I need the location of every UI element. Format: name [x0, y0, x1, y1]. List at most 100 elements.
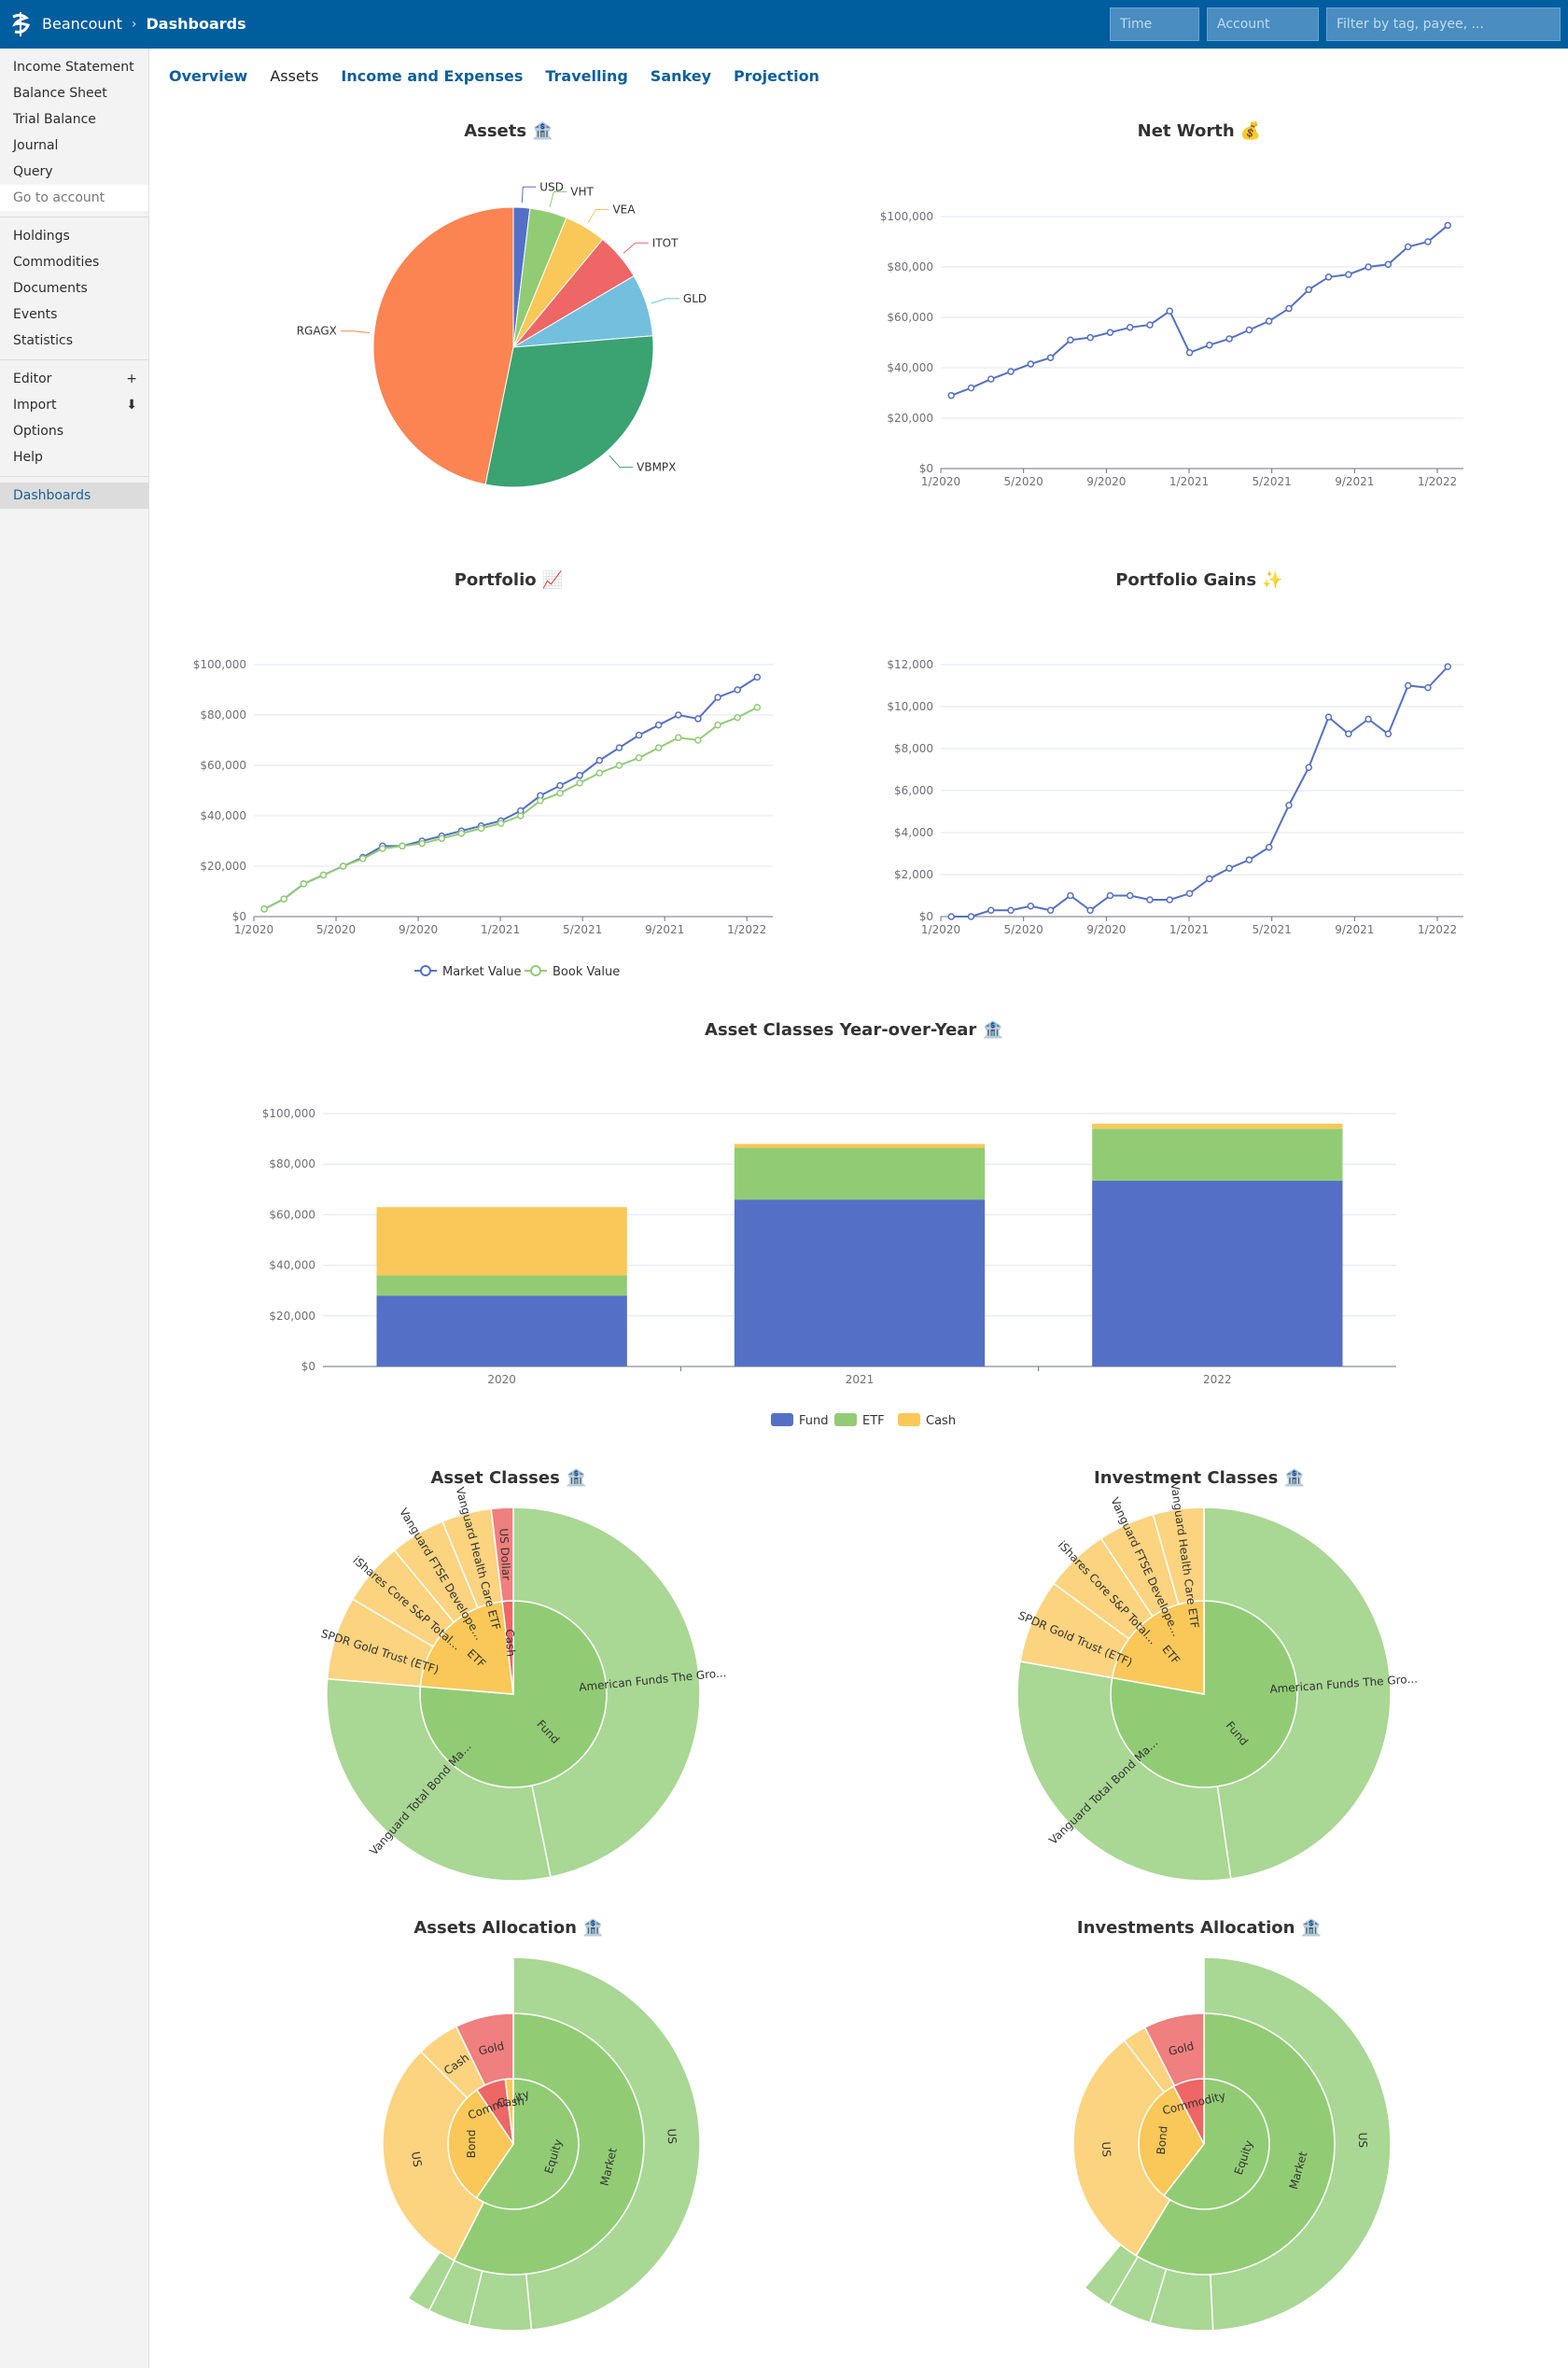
- account-filter-input[interactable]: Account: [1207, 7, 1319, 41]
- sidebar-item-label: Import: [13, 398, 57, 413]
- tab-sankey[interactable]: Sankey: [650, 67, 711, 85]
- beancount-logo-icon[interactable]: [7, 11, 34, 37]
- data-point: [576, 779, 583, 787]
- sunburst-segment: [1172, 2078, 1205, 2145]
- sidebar-item-options[interactable]: Options: [13, 424, 64, 439]
- sidebar-item-journal[interactable]: Journal: [13, 138, 59, 153]
- y-tick-label: $0: [919, 910, 933, 923]
- sidebar-item-balance-sheet[interactable]: Balance Sheet: [13, 86, 107, 101]
- sidebar-item-editor[interactable]: Editor +: [0, 366, 148, 392]
- data-point: [457, 827, 466, 834]
- data-point: [1046, 906, 1055, 914]
- download-icon[interactable]: ⬇: [126, 398, 137, 413]
- pie-slice: [512, 238, 635, 348]
- sidebar-item-holdings[interactable]: Holdings: [13, 229, 70, 244]
- sunburst-label: US: [1099, 2141, 1113, 2157]
- data-point: [379, 845, 386, 852]
- data-point: [1365, 263, 1372, 271]
- breadcrumb-page: Dashboards: [146, 15, 246, 33]
- legend-label: Fund: [799, 1414, 829, 1428]
- x-tick-label: 2022: [1203, 1373, 1232, 1386]
- bar: [376, 1275, 627, 1296]
- sidebar-item-events[interactable]: Events: [13, 307, 58, 322]
- sidebar-item-import[interactable]: Import ⬇: [0, 392, 148, 418]
- sunburst-segment: [512, 1506, 701, 1878]
- sunburst-segment: [441, 1507, 503, 1609]
- sunburst-segment: [419, 2025, 486, 2099]
- x-tick-label: 5/2020: [1004, 475, 1043, 488]
- x-tick-label: 2021: [846, 1373, 875, 1386]
- top-header: Beancount › Dashboards Time Account Filt…: [0, 0, 1568, 49]
- data-point: [418, 839, 426, 848]
- x-tick-label: 5/2021: [1253, 923, 1292, 936]
- data-point: [1345, 271, 1352, 278]
- legend-marker: [898, 1413, 920, 1426]
- data-point: [1206, 341, 1213, 349]
- tab-projection[interactable]: Projection: [734, 67, 819, 85]
- x-tick-label: 2020: [487, 1373, 516, 1386]
- data-point: [694, 736, 702, 744]
- tab-assets[interactable]: Assets: [270, 67, 319, 85]
- legend-marker: [530, 965, 541, 976]
- sunburst-label: ETF: [465, 1646, 488, 1670]
- data-point: [1265, 844, 1273, 851]
- breadcrumb-app[interactable]: Beancount: [42, 15, 122, 33]
- data-point: [399, 842, 406, 850]
- sidebar-item-income-statement[interactable]: Income Statement: [13, 60, 134, 75]
- data-point: [477, 822, 485, 830]
- sunburst-segment: [419, 1600, 608, 1788]
- data-point: [987, 375, 995, 383]
- data-point: [1324, 273, 1333, 281]
- chart-title-net-worth: Net Worth 💰: [1137, 121, 1262, 141]
- data-point: [734, 686, 741, 694]
- sunburst-label: Fund: [1224, 1719, 1251, 1748]
- pie-label: USD: [539, 180, 564, 193]
- data-point: [1086, 333, 1094, 342]
- data-point: [280, 895, 287, 903]
- sidebar-item-trial-balance[interactable]: Trial Balance: [13, 112, 96, 127]
- chart-title-assets: Assets 🏦: [464, 121, 553, 141]
- data-point: [1106, 329, 1114, 336]
- sidebar-item-documents[interactable]: Documents: [13, 281, 88, 296]
- data-point: [1285, 304, 1293, 313]
- data-point: [987, 906, 995, 914]
- sunburst-segment: [1016, 1660, 1232, 1882]
- sunburst-segment: [393, 1520, 480, 1624]
- tab-travelling[interactable]: Travelling: [545, 67, 628, 85]
- data-point: [1027, 903, 1035, 910]
- data-point: [615, 744, 623, 751]
- sunburst-segment: [1162, 2078, 1270, 2210]
- chart-title-investments-allocation: Investments Allocation 🏦: [1076, 1918, 1323, 1938]
- sunburst-segment: [1072, 2039, 1171, 2257]
- sidebar-item-help[interactable]: Help: [13, 450, 43, 465]
- sunburst-label: Equity: [542, 2137, 566, 2175]
- sunburst-label: Fund: [534, 1717, 562, 1746]
- sidebar-item-dashboards[interactable]: Dashboards: [0, 483, 148, 509]
- sunburst-label: US: [409, 2151, 424, 2167]
- x-tick-label: 5/2021: [563, 923, 602, 936]
- data-point: [1206, 875, 1213, 883]
- go-to-account-input[interactable]: Go to account: [0, 185, 148, 211]
- pie-label-line: [651, 298, 679, 304]
- pie-label-line: [340, 330, 370, 333]
- data-point: [1384, 260, 1393, 269]
- sidebar-item-statistics[interactable]: Statistics: [13, 333, 73, 348]
- data-point: [1365, 715, 1372, 723]
- data-point: [497, 817, 505, 825]
- sidebar-item-query[interactable]: Query: [13, 164, 53, 179]
- data-point: [399, 842, 406, 850]
- data-point: [359, 853, 367, 862]
- tag-payee-filter-input[interactable]: Filter by tag, payee, ...: [1326, 7, 1561, 41]
- data-point: [1046, 354, 1055, 361]
- tab-income-and-expenses[interactable]: Income and Expenses: [341, 67, 524, 85]
- tab-overview[interactable]: Overview: [169, 67, 248, 85]
- sunburst-segment: [490, 1506, 514, 1603]
- sunburst-label: Commodity: [466, 2087, 531, 2122]
- sunburst-label: Vanguard FTSE Develope...: [1108, 1495, 1183, 1638]
- time-filter-input[interactable]: Time: [1110, 7, 1199, 41]
- data-point: [753, 673, 762, 681]
- data-point: [654, 744, 663, 751]
- sidebar-item-commodities[interactable]: Commodities: [13, 255, 100, 270]
- sunburst-segment: [1084, 2243, 1140, 2306]
- add-icon[interactable]: +: [126, 371, 137, 386]
